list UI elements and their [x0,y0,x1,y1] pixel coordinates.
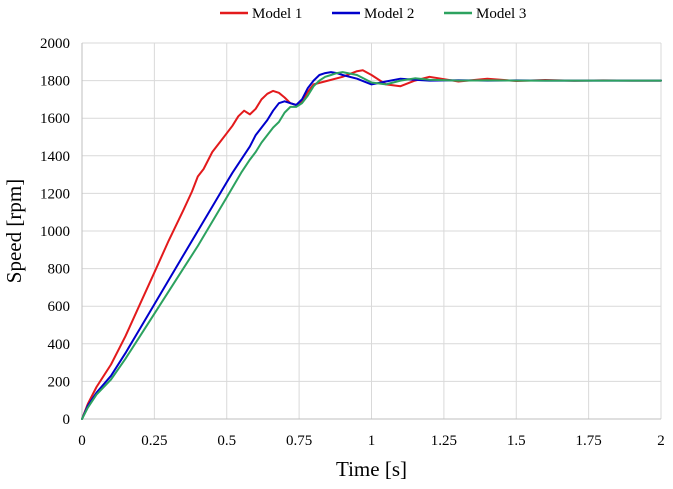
x-tick-label: 0 [78,433,86,449]
y-tick-label: 1400 [40,149,70,165]
series-line-model-2 [81,71,662,420]
y-tick-label: 600 [48,299,71,315]
y-tick-label: 2000 [40,36,70,52]
x-tick-label: 0.25 [141,433,167,449]
y-tick-label: 0 [63,412,71,428]
x-tick-label: 0.5 [217,433,236,449]
series-lines [81,69,662,420]
legend-item-model-3: Model 3 [444,6,526,22]
x-axis-title: Time [s] [336,457,407,481]
y-axis-title: Speed [rpm] [2,179,26,283]
y-tick-label: 1800 [40,74,70,90]
legend-label: Model 1 [252,6,302,22]
tick-labels: 0 0.25 0.5 0.75 1 1.25 1.5 1.75 2 0 200 400 600 800 10… [40,36,665,449]
x-tick-label: 1.25 [431,433,457,449]
legend-label: Model 2 [364,6,414,22]
x-tick-label: 1 [368,433,376,449]
grid [82,42,662,419]
y-tick-label: 200 [48,374,71,390]
legend-item-model-2: Model 2 [332,6,414,22]
x-tick-label: 1.75 [576,433,602,449]
y-tick-label: 1000 [40,224,70,240]
legend-item-model-1: Model 1 [220,6,302,22]
series-line-model-1 [81,69,662,420]
y-tick-label: 400 [48,337,71,353]
y-tick-label: 1600 [40,111,70,127]
x-tick-label: 2 [657,433,665,449]
axes [81,43,661,420]
x-tick-label: 0.75 [286,433,312,449]
y-tick-label: 1200 [40,186,70,202]
x-tick-label: 1.5 [507,433,526,449]
legend-label: Model 3 [476,6,526,22]
series-line-model-3 [81,71,662,420]
y-tick-label: 800 [48,262,71,278]
legend: Model 1 Model 2 Model 3 [220,6,526,22]
